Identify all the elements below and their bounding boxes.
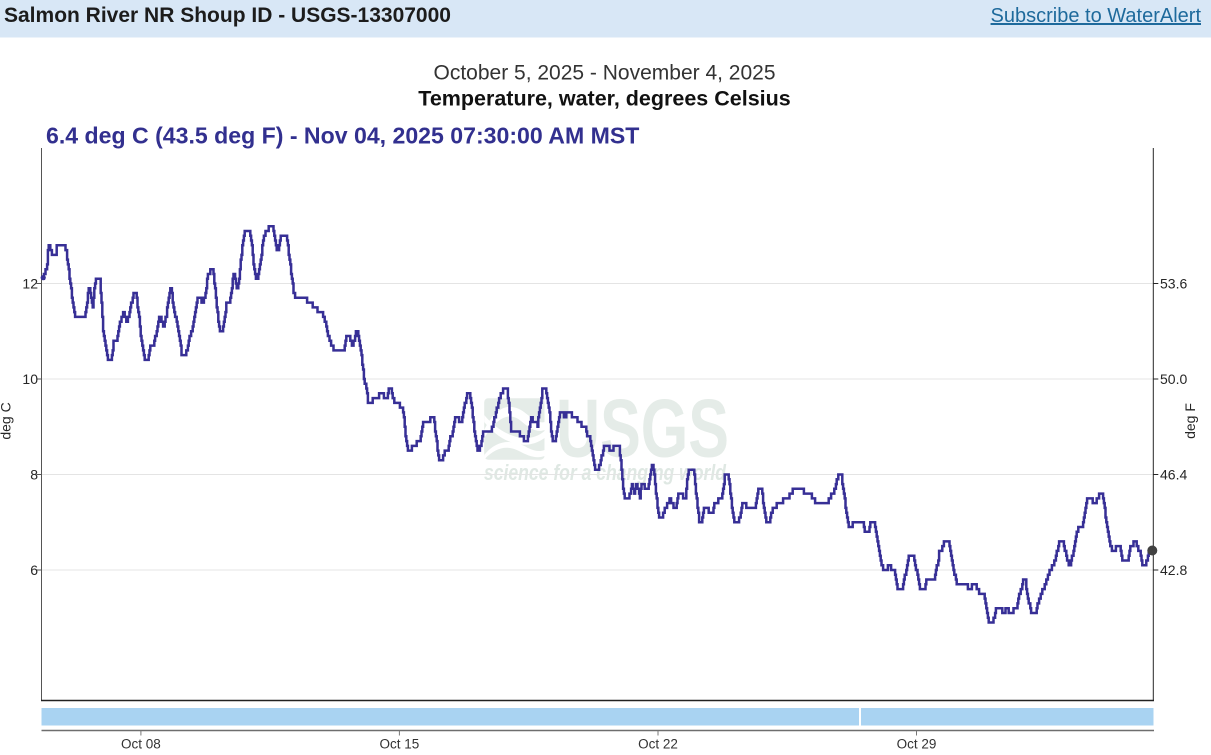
svg-text:46.4: 46.4 [1160,466,1187,482]
svg-text:Oct 22: Oct 22 [638,737,678,752]
svg-text:42.8: 42.8 [1160,562,1187,578]
svg-text:deg F: deg F [1182,403,1198,439]
svg-text:8: 8 [30,466,38,482]
svg-text:October 5, 2025 - November 4,: October 5, 2025 - November 4, 2025 [433,62,775,85]
svg-text:Salmon River NR Shoup ID - USG: Salmon River NR Shoup ID - USGS-13307000 [4,4,451,27]
svg-text:science for a changing world: science for a changing world [484,460,727,485]
svg-text:6: 6 [30,562,38,578]
svg-text:53.6: 53.6 [1160,275,1187,291]
svg-text:Oct 08: Oct 08 [121,737,161,752]
svg-text:50.0: 50.0 [1160,371,1187,387]
svg-text:Temperature, water, degrees Ce: Temperature, water, degrees Celsius [418,87,790,111]
svg-text:Oct 15: Oct 15 [380,737,420,752]
svg-text:Oct 29: Oct 29 [897,737,937,752]
svg-text:12: 12 [22,275,38,291]
svg-text:6.4 deg C (43.5 deg F) - Nov 0: 6.4 deg C (43.5 deg F) - Nov 04, 2025 07… [46,123,639,149]
svg-text:10: 10 [22,371,38,387]
svg-text:deg C: deg C [0,402,14,439]
svg-text:Subscribe to WaterAlert: Subscribe to WaterAlert [991,5,1202,27]
